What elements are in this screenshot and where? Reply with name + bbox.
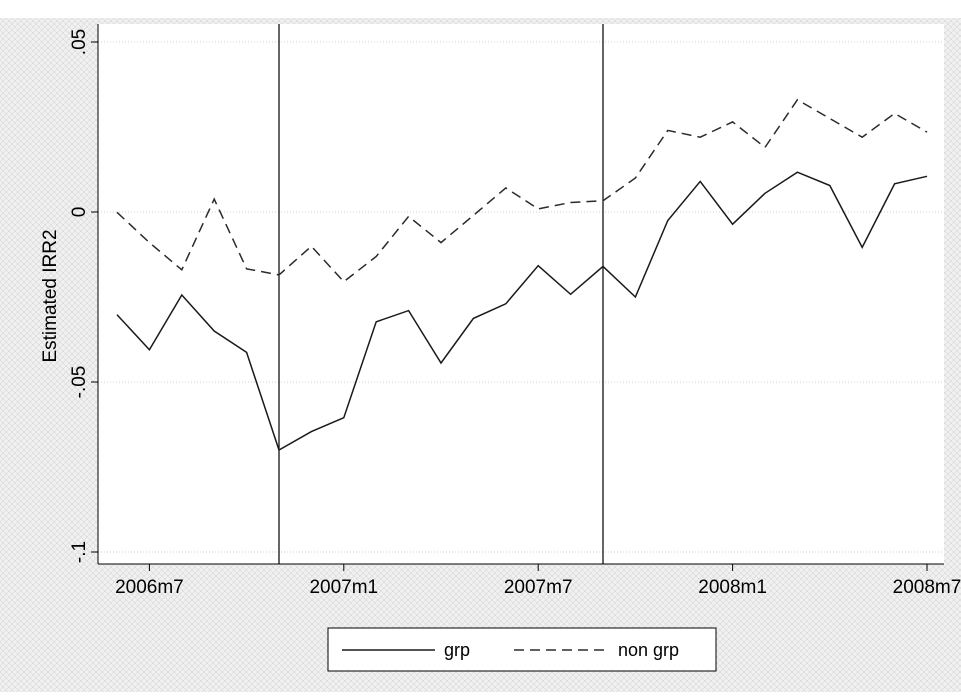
x-tick-label: 2007m1 — [309, 577, 378, 598]
data-point-non-grp — [181, 269, 183, 271]
data-point-grp — [537, 265, 539, 267]
data-point-grp — [246, 352, 248, 354]
data-point-grp — [213, 330, 215, 332]
data-point-non-grp — [732, 121, 734, 123]
data-point-non-grp — [602, 200, 604, 202]
series-line-grp — [116, 171, 928, 452]
data-point-non-grp — [213, 198, 215, 200]
data-point-grp — [667, 220, 669, 222]
title-strip — [0, 0, 961, 18]
y-tick-label: 0 — [69, 207, 90, 218]
y-tick-label: -.05 — [69, 366, 90, 399]
data-point-non-grp — [635, 177, 637, 179]
data-point-grp — [829, 185, 831, 187]
data-point-non-grp — [699, 136, 701, 138]
legend: grp non grp — [327, 627, 717, 672]
x-tick-label: 2008m7 — [893, 577, 961, 598]
x-tick-label: 2008m1 — [698, 577, 767, 598]
data-point-non-grp — [343, 281, 345, 283]
x-tick-label: 2006m7 — [115, 577, 184, 598]
data-point-grp — [732, 223, 734, 225]
data-point-non-grp — [667, 130, 669, 132]
data-point-grp — [894, 183, 896, 185]
data-point-non-grp — [537, 208, 539, 210]
data-point-non-grp — [764, 147, 766, 149]
data-point-non-grp — [861, 136, 863, 138]
legend-grp-label: grp — [444, 640, 470, 660]
axes: .05 0 -.05 -.1 2006m7 2007m1 2007m7 2008m1 2008m… — [69, 24, 961, 598]
series-line-non-grp — [116, 98, 928, 283]
y-tick-label: .05 — [69, 29, 90, 55]
data-point-grp — [635, 296, 637, 298]
grid-lines — [98, 41, 944, 553]
data-point-non-grp — [408, 216, 410, 218]
data-point-grp — [181, 294, 183, 296]
data-point-grp — [343, 417, 345, 419]
data-point-non-grp — [149, 242, 151, 244]
data-point-grp — [764, 193, 766, 195]
data-point-non-grp — [246, 268, 248, 270]
data-point-non-grp — [278, 274, 280, 276]
y-tick-label: -.1 — [69, 541, 90, 563]
data-point-non-grp — [440, 242, 442, 244]
data-point-grp — [505, 303, 507, 305]
data-point-grp — [797, 171, 799, 173]
data-point-grp — [149, 349, 151, 351]
data-point-grp — [408, 310, 410, 312]
data-point-non-grp — [116, 212, 118, 214]
event-lines — [278, 24, 604, 564]
data-point-grp — [278, 449, 280, 451]
data-point-non-grp — [894, 113, 896, 115]
data-point-non-grp — [473, 215, 475, 217]
data-point-non-grp — [829, 118, 831, 120]
data-point-non-grp — [797, 99, 799, 101]
data-point-grp — [311, 431, 313, 433]
data-point-non-grp — [926, 131, 928, 133]
data-point-non-grp — [570, 202, 572, 204]
data-series — [116, 98, 928, 452]
plot-area — [98, 24, 944, 564]
data-point-grp — [375, 321, 377, 323]
data-point-non-grp — [311, 246, 313, 248]
data-point-grp — [926, 176, 928, 178]
legend-non-grp-label: non grp — [618, 640, 679, 660]
data-point-grp — [699, 181, 701, 183]
data-point-grp — [473, 318, 475, 320]
data-point-non-grp — [505, 187, 507, 189]
y-axis-label: Estimated IRR2 — [40, 229, 61, 362]
data-point-grp — [602, 266, 604, 268]
data-point-grp — [861, 247, 863, 249]
data-point-grp — [570, 293, 572, 295]
data-point-non-grp — [375, 256, 377, 258]
data-point-grp — [116, 314, 118, 316]
x-tick-label: 2007m7 — [504, 577, 573, 598]
data-point-grp — [440, 362, 442, 364]
